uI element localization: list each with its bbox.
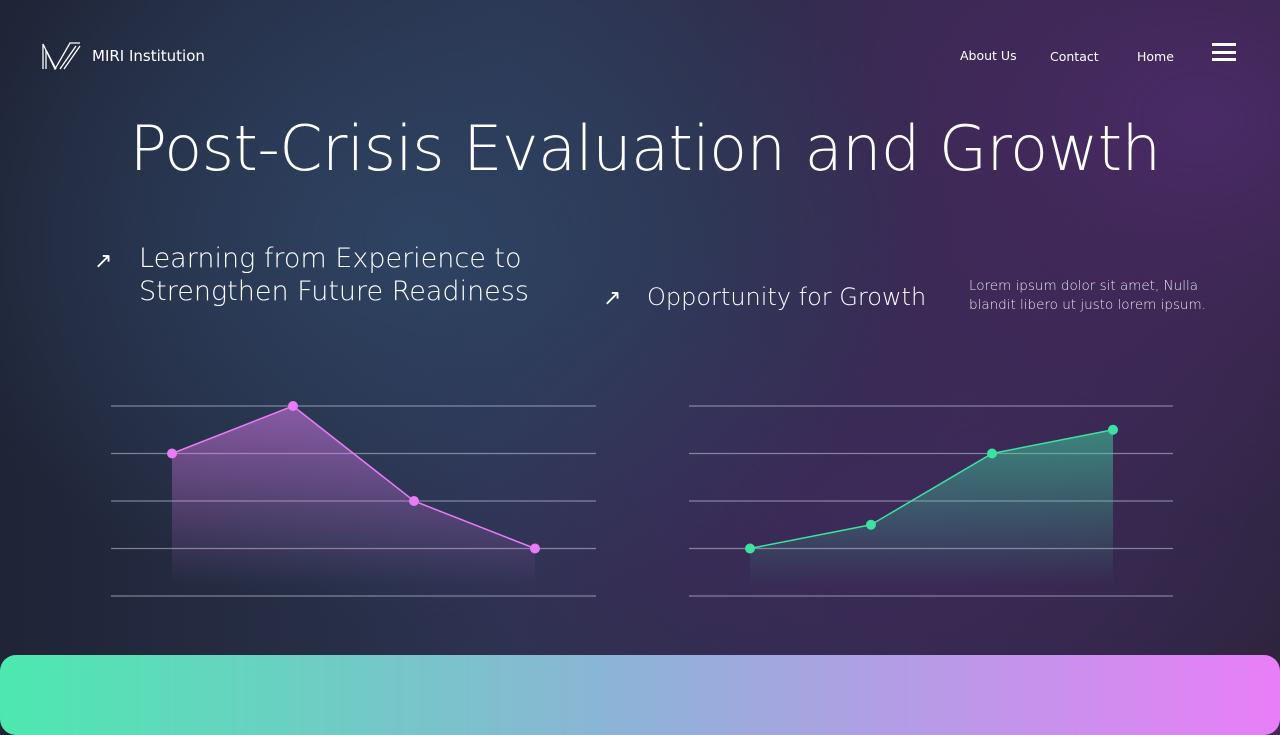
left-heading: Learning from Experience to Strengthen F… xyxy=(139,242,529,308)
data-point xyxy=(866,519,876,530)
data-point xyxy=(288,401,298,411)
series-line xyxy=(749,429,1114,550)
logo[interactable]: MIRI Institution xyxy=(42,42,205,70)
left-heading-line2: Strengthen Future Readiness xyxy=(139,276,529,307)
right-heading: Opportunity for Growth xyxy=(647,283,927,311)
data-point xyxy=(987,448,997,459)
area-fill xyxy=(750,429,1113,586)
nav-home[interactable]: Home xyxy=(1137,49,1174,64)
charts xyxy=(111,401,1173,597)
brand-name: MIRI Institution xyxy=(92,47,205,65)
logo-mark-icon xyxy=(42,42,81,70)
data-point xyxy=(167,448,177,459)
arrow-up-right-icon: ↗ xyxy=(603,286,622,311)
data-point xyxy=(1108,424,1118,435)
left-heading-line1: Learning from Experience to xyxy=(139,243,522,274)
description-line1: Lorem ipsum dolor sit amet, Nulla xyxy=(969,278,1198,294)
description-line2: blandit libero ut justo lorem ipsum. xyxy=(969,297,1206,313)
page-title: Post-Crisis Evaluation and Growth xyxy=(129,112,1161,185)
nav-contact[interactable]: Contact xyxy=(1050,49,1099,64)
data-point xyxy=(409,496,419,506)
arrow-up-right-icon: ↗ xyxy=(94,249,113,274)
series-line xyxy=(171,405,536,550)
area-fill xyxy=(172,406,535,586)
chart-1 xyxy=(111,401,596,597)
chart-2 xyxy=(689,405,1173,597)
data-point xyxy=(745,543,755,554)
data-point xyxy=(530,543,540,554)
nav-about-us[interactable]: About Us xyxy=(960,48,1017,63)
hamburger-menu-icon[interactable] xyxy=(1212,43,1236,61)
right-description: Lorem ipsum dolor sit amet, Nulla blandi… xyxy=(969,277,1206,315)
footer-gradient-bar xyxy=(0,655,1280,735)
